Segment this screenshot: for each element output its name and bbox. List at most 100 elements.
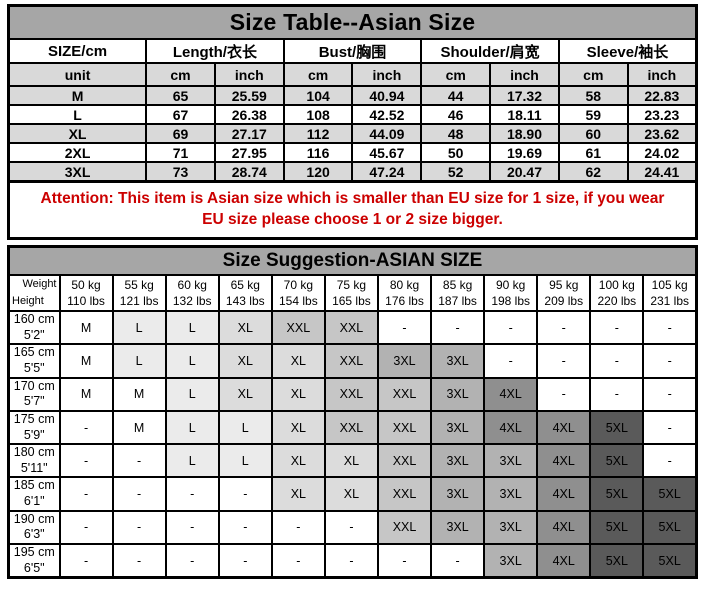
height-ft-label: 6'1" (23, 494, 45, 509)
attention-line-1: Attention: This item is Asian size which… (40, 190, 665, 207)
suggested-size-cell: - (536, 376, 592, 412)
suggested-size-cell: XL (323, 443, 379, 479)
weight-header-cell: 65 kg 143 lbs (217, 274, 273, 313)
weight-header-cell: 60 kg 132 lbs (164, 274, 220, 313)
suggested-size-cell: XL (270, 376, 326, 412)
suggested-size-cell: XXL (376, 476, 433, 512)
weight-kg-label: 80 kg (389, 278, 420, 293)
suggested-size-cell: 4XL (536, 409, 592, 446)
weight-lbs-label: 187 lbs (438, 294, 477, 309)
measurement-cell: 65 (145, 85, 216, 106)
suggested-size-cell: - (430, 542, 486, 579)
weight-kg-label: 70 kg (283, 278, 314, 293)
suggested-size-cell: XL (217, 310, 273, 346)
weight-kg-label: 85 kg (442, 278, 473, 293)
measurement-cell: 112 (282, 123, 354, 144)
size-row: XL 69 27.17 112 44.09 48 18.90 60 23.62 (7, 123, 698, 144)
weight-lbs-label: 231 lbs (650, 294, 690, 309)
unit-cell: cm (420, 62, 492, 87)
measurement-cell: 73 (145, 161, 216, 183)
weight-lbs-label: 165 lbs (332, 294, 371, 309)
suggested-size-cell: 5XL (589, 542, 645, 579)
suggested-size-cell: L (217, 409, 273, 446)
suggested-size-cell: 5XL (589, 509, 645, 545)
measurement-cell: 69 (145, 123, 216, 144)
suggested-size-cell: 5XL (642, 476, 698, 512)
suggested-size-cell: XL (217, 343, 273, 379)
weight-lbs-label: 143 lbs (225, 294, 265, 309)
measurement-cell: 25.59 (213, 85, 285, 106)
weight-header-cell: 80 kg 176 lbs (376, 274, 433, 313)
suggested-size-cell: - (58, 443, 114, 479)
suggested-size-cell: - (111, 443, 167, 479)
suggested-size-cell: - (323, 542, 379, 579)
suggested-size-cell: - (111, 509, 167, 545)
suggested-size-cell: - (111, 476, 167, 512)
suggested-size-cell: - (58, 476, 114, 512)
measurement-cell: 48 (420, 123, 492, 144)
measurement-cell: 18.90 (489, 123, 560, 144)
unit-cell: inch (351, 62, 423, 87)
suggested-size-cell: XL (270, 409, 326, 446)
measurement-cell: 116 (282, 142, 354, 163)
weight-lbs-label: 198 lbs (491, 294, 531, 309)
measurement-cell: 120 (282, 161, 354, 183)
suggested-size-cell: 5XL (589, 409, 645, 446)
height-label-cell: 170 cm 5'7" (7, 376, 61, 412)
measurement-cell: 26.38 (213, 104, 285, 125)
suggested-size-cell: - (642, 443, 698, 479)
weight-header-cell: 50 kg 110 lbs (58, 274, 114, 313)
suggested-size-cell: - (376, 310, 433, 346)
suggestion-row: 165 cm 5'5" M L L XL XL XXL 3XL 3XL - - - - (7, 343, 698, 379)
measurement-cell: 52 (420, 161, 492, 183)
height-label-cell: 190 cm 6'3" (7, 509, 61, 545)
suggested-size-cell: 3XL (430, 409, 486, 446)
suggested-size-cell: - (642, 376, 698, 412)
size-label-cell: M (7, 85, 148, 106)
size-label-cell: L (7, 104, 148, 125)
suggested-size-cell: 5XL (589, 443, 645, 479)
suggested-size-cell: 3XL (430, 376, 486, 412)
suggestion-table-body: 160 cm 5'2" M L L XL XXL XXL - - - - - -165 cm 5'5" M L L… (7, 310, 698, 579)
suggested-size-cell: - (58, 509, 114, 545)
weight-lbs-label: 121 lbs (119, 294, 159, 309)
suggested-size-cell: XXL (270, 310, 326, 346)
weight-header-cell: 105 kg 231 lbs (642, 274, 698, 313)
measurement-cell: 20.47 (489, 161, 560, 183)
measurement-cell: 59 (557, 104, 629, 125)
suggested-size-cell: L (217, 443, 273, 479)
suggested-size-cell: - (642, 310, 698, 346)
suggested-size-cell: XXL (323, 376, 379, 412)
suggested-size-cell: 3XL (376, 343, 433, 379)
weight-kg-label: 55 kg (124, 278, 154, 293)
weight-header-row: Weight Height 50 kg 110 lbs 55 kg 121 lbs 60… (7, 274, 698, 313)
weight-kg-label: 105 kg (651, 278, 688, 293)
measurement-cell: 108 (282, 104, 354, 125)
suggested-size-cell: 3XL (430, 343, 486, 379)
height-cm-label: 175 cm (13, 411, 55, 426)
unit-cell: unit (7, 62, 148, 87)
suggestion-row: 160 cm 5'2" M L L XL XXL XXL - - - - - - (7, 310, 698, 346)
height-cm-label: 165 cm (13, 345, 55, 360)
corner-height-label: Height (12, 295, 44, 308)
weight-lbs-label: 176 lbs (385, 294, 424, 309)
suggested-size-cell: - (589, 310, 645, 346)
size-label-cell: XL (7, 123, 148, 144)
height-cm-label: 180 cm (13, 445, 55, 460)
suggested-size-cell: - (164, 476, 220, 512)
height-ft-label: 5'11" (20, 460, 48, 475)
suggested-size-cell: - (536, 310, 592, 346)
suggested-size-cell: - (217, 476, 273, 512)
weight-lbs-label: 209 lbs (544, 294, 584, 309)
size-table-body: M 65 25.59 104 40.94 44 17.32 58 22.83 L 67 26.38 10… (7, 85, 698, 183)
suggested-size-cell: - (217, 542, 273, 579)
corner-weight-label: Weight (22, 278, 57, 291)
suggested-size-cell: 3XL (430, 476, 486, 512)
measurement-cell: 61 (557, 142, 629, 163)
suggested-size-cell: - (164, 509, 220, 545)
suggested-size-cell: - (589, 376, 645, 412)
measurement-cell: 40.94 (351, 85, 423, 106)
column-header-sleeve: Sleeve/袖长 (557, 38, 698, 64)
measurement-cell: 23.62 (626, 123, 698, 144)
weight-kg-label: 100 kg (598, 278, 635, 293)
